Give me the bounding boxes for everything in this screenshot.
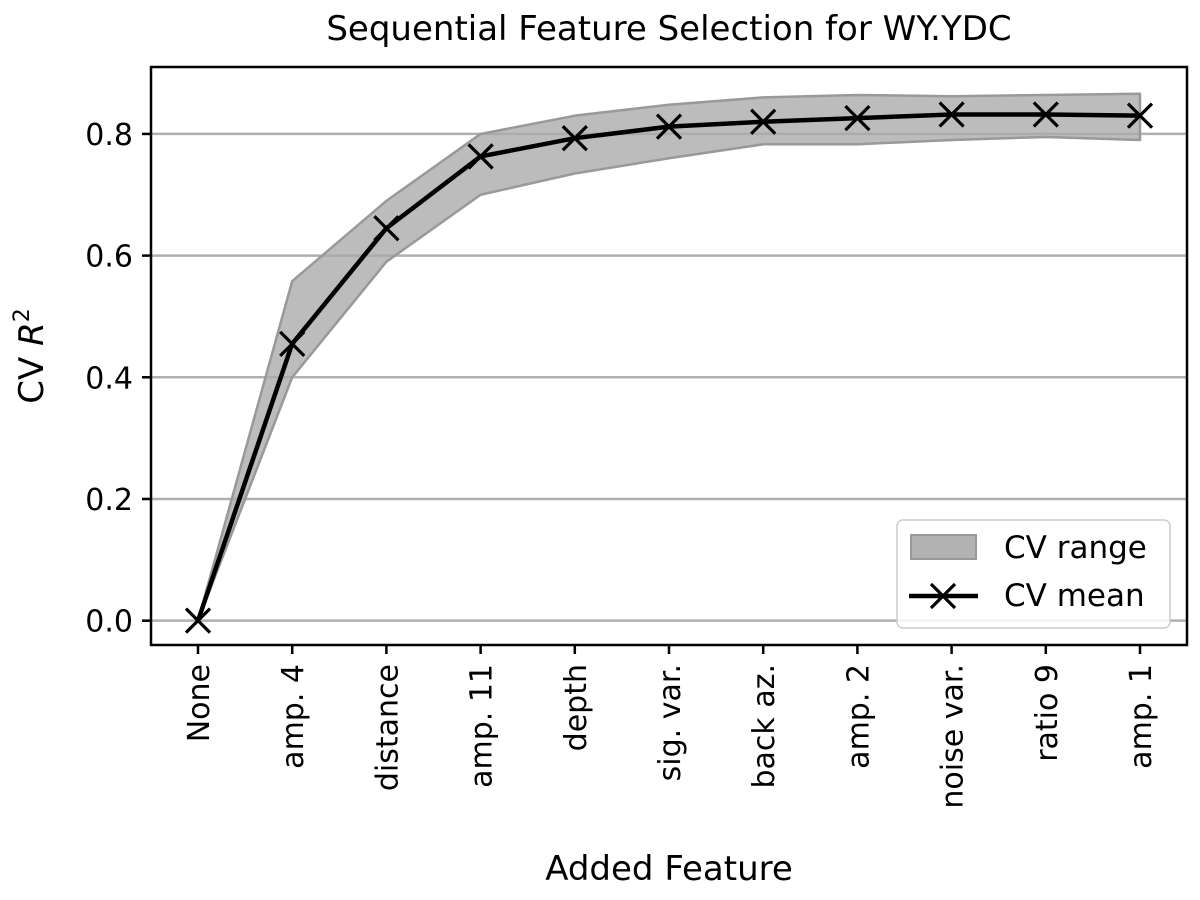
y-axis-label-sup: 2 [10, 308, 35, 322]
y-axis-label: CV R2 [10, 308, 52, 403]
cv-mean-marker-0 [184, 607, 212, 634]
y-tick-label-2: 0.4 [85, 361, 133, 396]
legend-cv-range-label: CV range [1004, 530, 1147, 566]
cv-mean-marker-8 [938, 101, 965, 128]
x-tick-label-5: sig. var. [653, 664, 688, 781]
cv-mean-marker-5 [655, 113, 683, 140]
y-tick-label-3: 0.6 [85, 240, 133, 275]
cv-mean-marker-9 [1032, 101, 1059, 128]
cv-mean-marker-7 [844, 104, 871, 132]
x-tick-label-6: back az. [747, 664, 782, 789]
y-axis-label-var: R [12, 322, 52, 346]
x-tick-label-0: None [182, 664, 217, 742]
cv-mean-marker-1 [279, 330, 306, 357]
x-tick-label-7: amp. 2 [841, 664, 876, 769]
legend: CV range CV mean [896, 519, 1171, 629]
y-tick-label-4: 0.8 [85, 118, 133, 153]
cv-mean-marker-6 [750, 108, 777, 135]
cv-mean-series-group [184, 101, 1154, 634]
x-axis-label: Added Feature [545, 849, 793, 889]
x-tick-label-10: amp. 1 [1124, 664, 1159, 769]
y-tick-label-1: 0.2 [85, 483, 133, 518]
cv-mean-marker-4 [561, 125, 588, 152]
legend-cv-mean-label: CV mean [1004, 578, 1145, 614]
x-tick-label-1: amp. 4 [276, 664, 311, 769]
legend-cv-range-swatch [910, 534, 977, 560]
x-axis: None amp. 4 distance amp. 11 depth sig. var. b… [182, 645, 1159, 809]
y-axis-label-prefix: CV [12, 346, 52, 404]
x-tick-label-4: depth [559, 664, 594, 751]
chart-title: Sequential Feature Selection for WY.YDC [326, 9, 1011, 49]
x-tick-label-9: ratio 9 [1030, 664, 1065, 762]
cv-mean-marker-3 [467, 143, 494, 170]
x-tick-label-8: noise var. [936, 664, 971, 809]
cv-mean-marker-2 [373, 215, 400, 242]
legend-cv-mean-marker [929, 582, 957, 610]
cv-mean-marker-10 [1126, 102, 1154, 129]
y-axis: 0.0 0.2 0.4 0.6 0.8 [85, 118, 151, 640]
y-tick-label-0: 0.0 [85, 605, 133, 640]
x-tick-label-3: amp. 11 [465, 664, 500, 788]
x-tick-label-2: distance [370, 664, 405, 791]
